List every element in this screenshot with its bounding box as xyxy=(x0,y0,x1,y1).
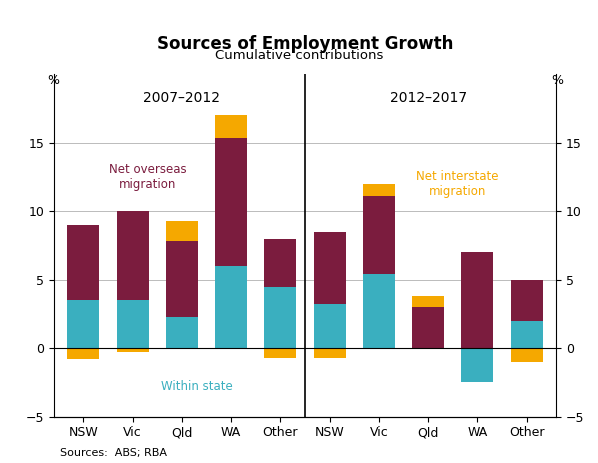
Bar xyxy=(117,211,149,300)
Bar xyxy=(68,300,99,348)
Bar xyxy=(215,138,247,266)
Bar xyxy=(264,287,297,348)
Bar xyxy=(412,296,444,307)
Bar xyxy=(511,348,542,362)
Bar xyxy=(461,252,493,348)
Text: Net overseas
migration: Net overseas migration xyxy=(109,163,186,191)
Bar xyxy=(313,232,346,304)
Bar xyxy=(363,184,395,196)
Bar xyxy=(313,348,346,358)
Text: Within state: Within state xyxy=(161,380,233,393)
Title: Sources of Employment Growth: Sources of Employment Growth xyxy=(157,35,453,53)
Bar xyxy=(166,317,198,348)
Bar xyxy=(117,300,149,348)
Bar xyxy=(166,241,198,317)
Bar xyxy=(117,348,149,352)
Text: 2007–2012: 2007–2012 xyxy=(144,91,220,105)
Text: Net interstate
migration: Net interstate migration xyxy=(416,170,499,198)
Bar xyxy=(461,348,493,382)
Bar xyxy=(363,274,395,348)
Bar xyxy=(215,115,247,138)
Text: Sources:  ABS; RBA: Sources: ABS; RBA xyxy=(60,448,167,458)
Text: 2012–2017: 2012–2017 xyxy=(389,91,466,105)
Bar xyxy=(511,280,542,321)
Text: %: % xyxy=(47,75,59,88)
Bar xyxy=(264,348,297,358)
Bar xyxy=(412,307,444,348)
Text: Cumulative contributions: Cumulative contributions xyxy=(215,49,383,62)
Bar xyxy=(215,266,247,348)
Bar xyxy=(68,348,99,359)
Bar xyxy=(68,225,99,300)
Bar xyxy=(166,221,198,241)
Bar xyxy=(264,238,297,287)
Bar xyxy=(511,321,542,348)
Text: %: % xyxy=(551,75,563,88)
Bar xyxy=(313,304,346,348)
Bar xyxy=(363,196,395,274)
